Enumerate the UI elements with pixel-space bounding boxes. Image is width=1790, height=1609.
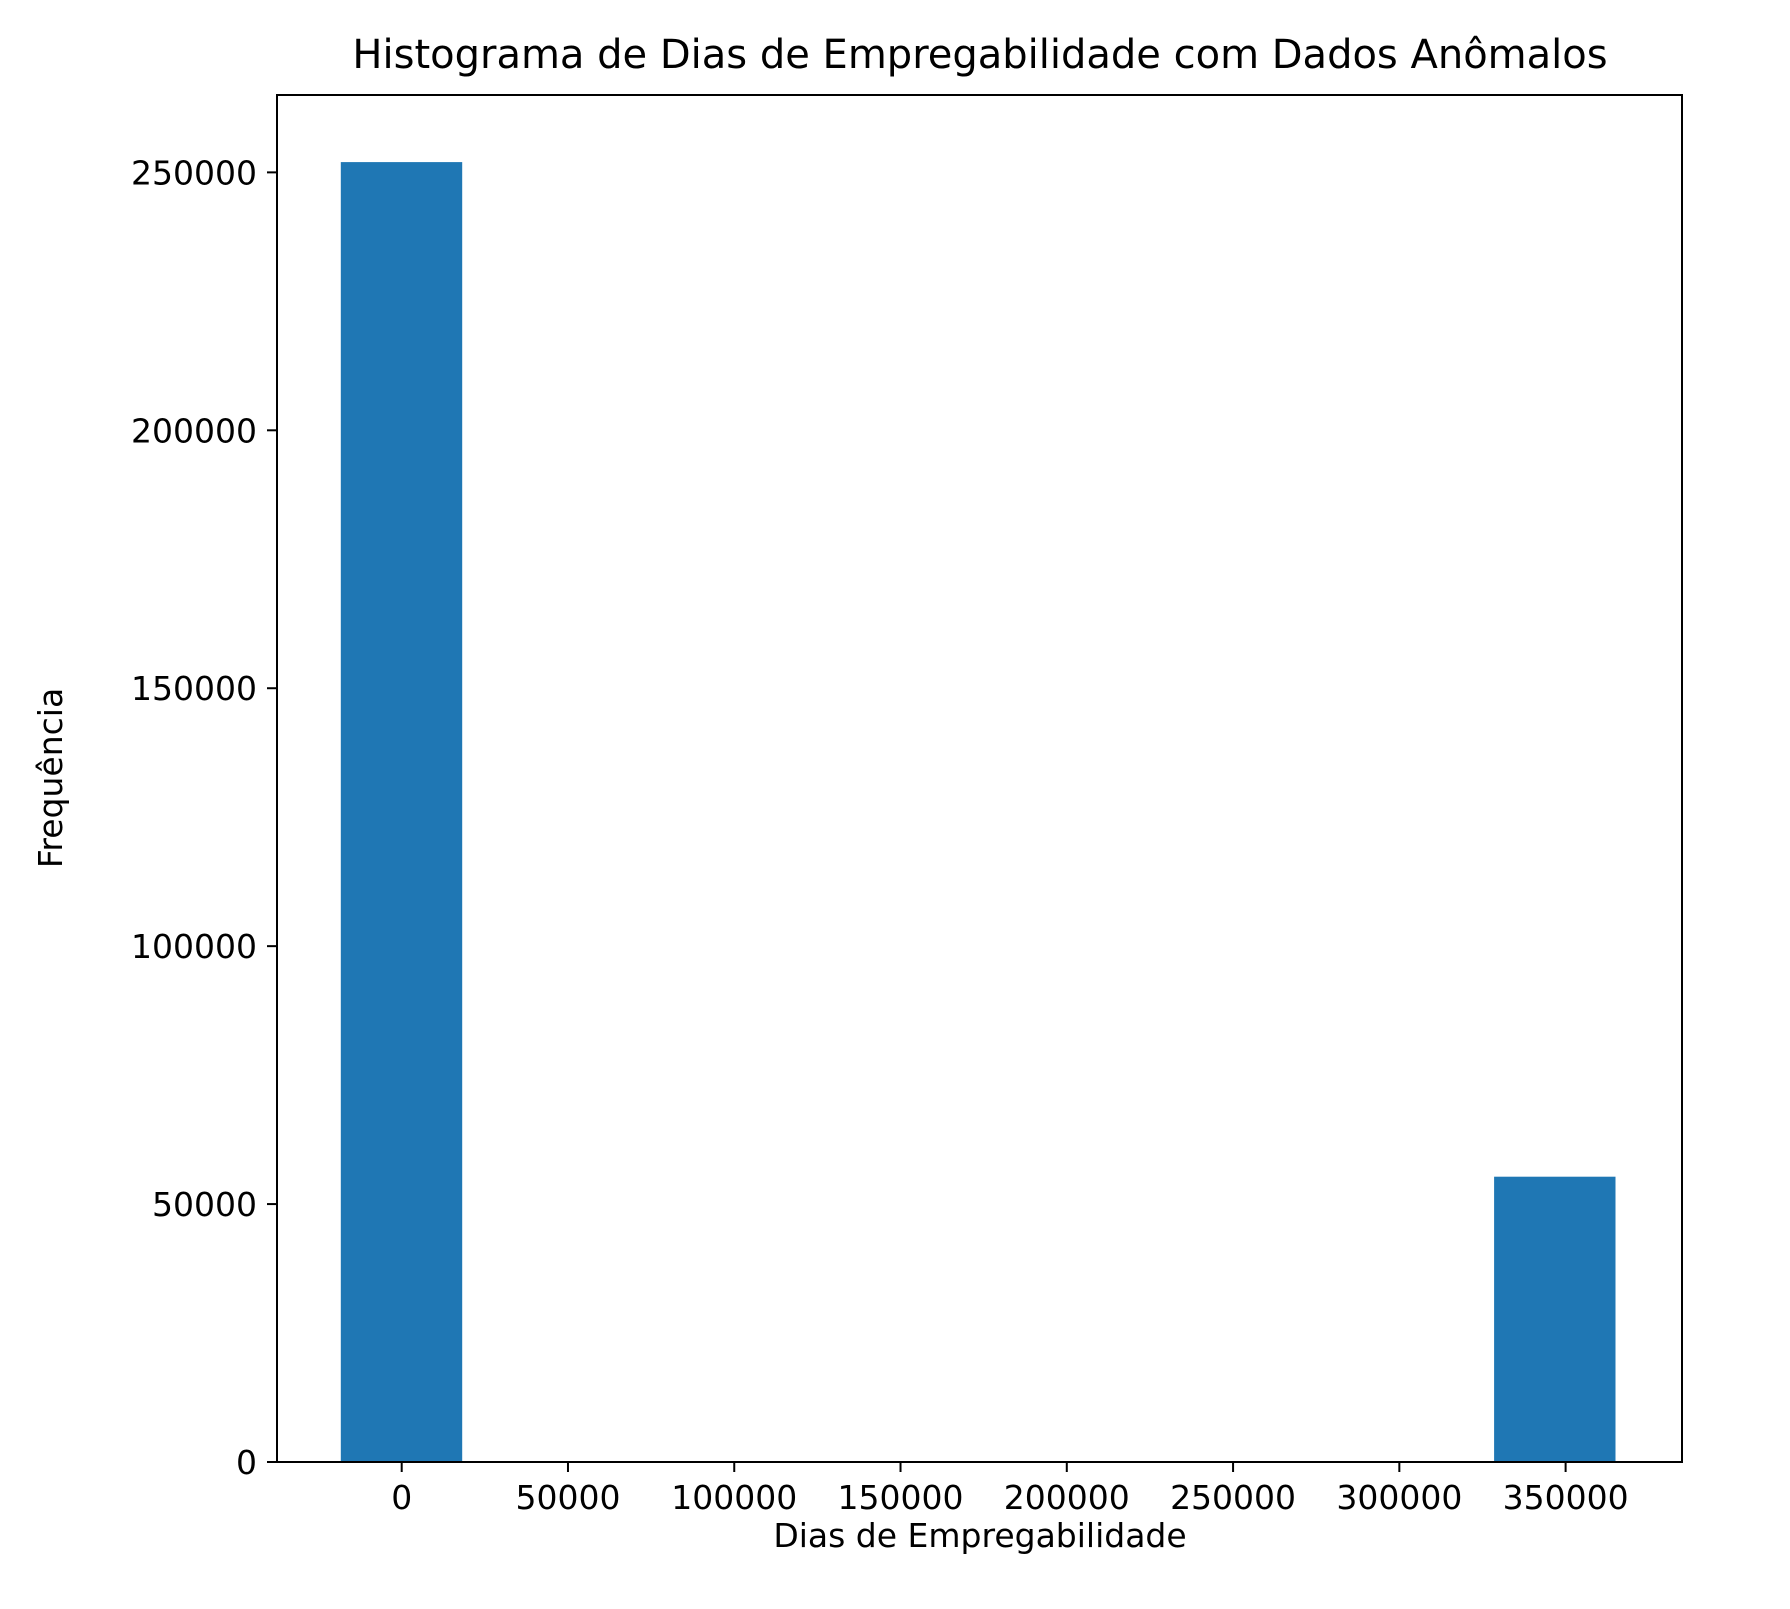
y-tick-label: 0 bbox=[236, 1443, 257, 1482]
y-axis-ticks: 0 50000 100000 150000 200000 250000 bbox=[131, 153, 277, 1482]
x-tick-label: 300000 bbox=[1336, 1478, 1462, 1517]
x-tick-label: 0 bbox=[391, 1478, 412, 1517]
bars-layer bbox=[340, 162, 1616, 1463]
histogram-bar-10 bbox=[1494, 1176, 1616, 1462]
histogram-bar-0 bbox=[340, 162, 463, 1463]
x-axis-label: Dias de Empregabilidade bbox=[773, 1516, 1186, 1555]
x-tick-label: 250000 bbox=[1170, 1478, 1296, 1517]
x-axis-ticks: 0 50000 100000 150000 200000 250000 300000 3500… bbox=[391, 1462, 1629, 1517]
y-tick-label: 100000 bbox=[131, 927, 257, 966]
chart-title: Histograma de Dias de Empregabilidade co… bbox=[352, 32, 1607, 78]
x-tick-label: 150000 bbox=[838, 1478, 964, 1517]
x-tick-label: 100000 bbox=[671, 1478, 797, 1517]
y-axis-label: Frequência bbox=[31, 688, 70, 868]
y-tick-label: 150000 bbox=[131, 669, 257, 708]
plot-area-frame bbox=[276, 94, 1683, 1463]
y-tick-label: 200000 bbox=[131, 411, 257, 450]
x-tick-label: 350000 bbox=[1503, 1478, 1629, 1517]
y-tick-label: 250000 bbox=[131, 153, 257, 192]
x-tick-label: 50000 bbox=[515, 1478, 620, 1517]
x-tick-label: 200000 bbox=[1004, 1478, 1130, 1517]
y-tick-label: 50000 bbox=[152, 1185, 257, 1224]
